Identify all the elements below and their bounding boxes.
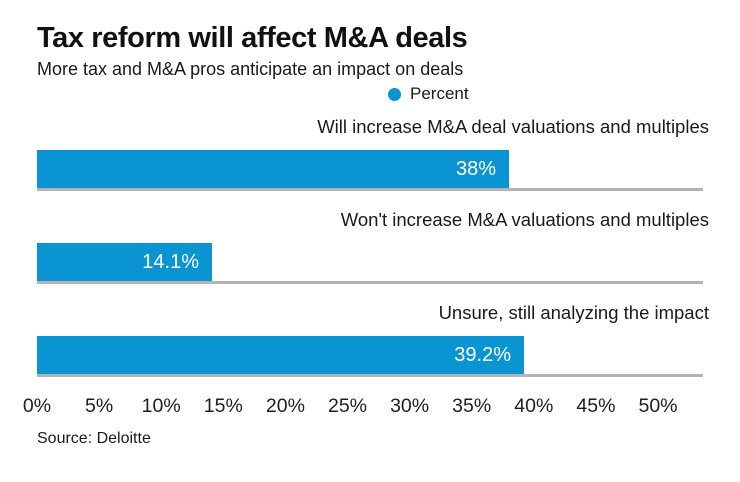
x-axis-tick-label: 35%: [452, 395, 492, 418]
x-axis-tick-label: 30%: [390, 395, 430, 418]
page-title: Tax reform will affect M&A deals: [37, 22, 468, 54]
bar-row: Unsure, still analyzing the impact 39.2%: [37, 302, 740, 378]
x-axis-tick-label: 25%: [327, 395, 368, 418]
bar-track: 14.1%: [37, 243, 703, 282]
bar-row: Won't increase M&A valuations and multip…: [37, 209, 740, 285]
value-label: 38%: [455, 157, 496, 180]
plot-area: Will increase M&A deal valuations and mu…: [37, 116, 740, 378]
source-note: Source: Deloitte: [37, 430, 151, 448]
x-axis: 0% 5% 10% 15% 20% 25% 30% 35% 40% 45% 50%: [23, 395, 717, 419]
legend: Percent: [388, 84, 740, 104]
category-label: Won't increase M&A valuations and multip…: [340, 209, 709, 231]
bar-row: Will increase M&A deal valuations and mu…: [37, 116, 740, 192]
legend-dot-icon: [388, 87, 401, 101]
baseline: [37, 188, 703, 192]
bar: 14.1%: [37, 243, 212, 282]
baseline: [37, 374, 703, 378]
x-axis-tick-label: 45%: [576, 395, 616, 418]
bar: 39.2%: [37, 336, 524, 375]
bar-track: 38%: [37, 150, 703, 189]
x-axis-tick-label: 50%: [638, 395, 678, 418]
legend-label: Percent: [410, 84, 469, 104]
x-axis-tick-label: 20%: [265, 395, 305, 418]
x-axis-tick-label: 5%: [85, 395, 114, 418]
value-label: 39.2%: [454, 343, 511, 366]
bar-track: 39.2%: [37, 336, 703, 375]
value-label: 14.1%: [142, 250, 199, 273]
category-label: Unsure, still analyzing the impact: [438, 302, 709, 324]
x-axis-tick-label: 0%: [22, 395, 52, 418]
x-axis-tick-label: 40%: [514, 395, 554, 418]
category-label: Will increase M&A deal valuations and mu…: [317, 116, 709, 138]
baseline: [37, 281, 703, 285]
x-axis-tick-label: 10%: [141, 395, 181, 418]
x-axis-tick-label: 15%: [203, 395, 243, 418]
chart-subtitle: More tax and M&A pros anticipate an impa…: [37, 59, 464, 80]
bar: 38%: [37, 150, 509, 189]
